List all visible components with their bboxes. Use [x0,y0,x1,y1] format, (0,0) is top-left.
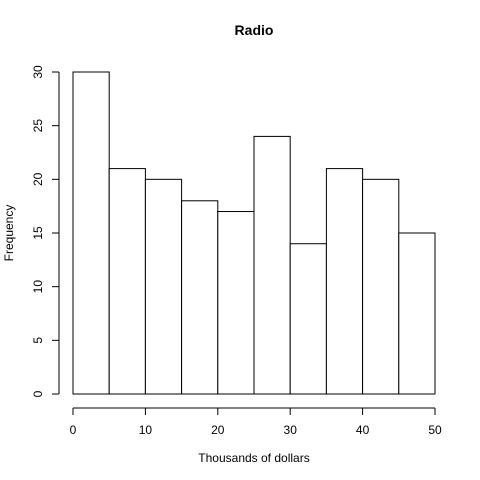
histogram-bar [362,178,400,395]
y-tick-label: 20 [31,172,45,186]
chart-title: Radio [235,22,274,38]
y-tick-label: 25 [31,119,45,133]
x-tick-label: 50 [428,423,442,437]
histogram-bar [289,243,327,395]
bars-group [72,71,436,395]
x-tick-label: 20 [211,423,225,437]
x-tick-label: 10 [139,423,153,437]
y-tick-label: 10 [31,280,45,294]
x-axis: 0 10 20 30 40 50 [70,407,442,437]
y-axis-label: Frequency [2,205,16,262]
histogram-bar [325,168,364,395]
histogram-bar [72,71,110,395]
y-tick-label: 5 [31,337,45,344]
y-axis: 0 5 10 15 20 25 30 [31,65,60,397]
histogram-bar [253,135,291,395]
histogram-bar [108,168,146,395]
y-tick-label: 15 [31,226,45,240]
y-tick-label: 30 [31,65,45,79]
x-tick-label: 40 [356,423,370,437]
x-tick-label: 0 [70,423,77,437]
histogram-bar [181,200,219,395]
y-tick-label: 0 [31,390,45,397]
histogram-bar [217,211,255,395]
x-tick-label: 30 [284,423,298,437]
histogram-bar [398,232,436,395]
x-axis-label: Thousands of dollars [198,451,309,465]
histogram-bar [144,178,183,395]
